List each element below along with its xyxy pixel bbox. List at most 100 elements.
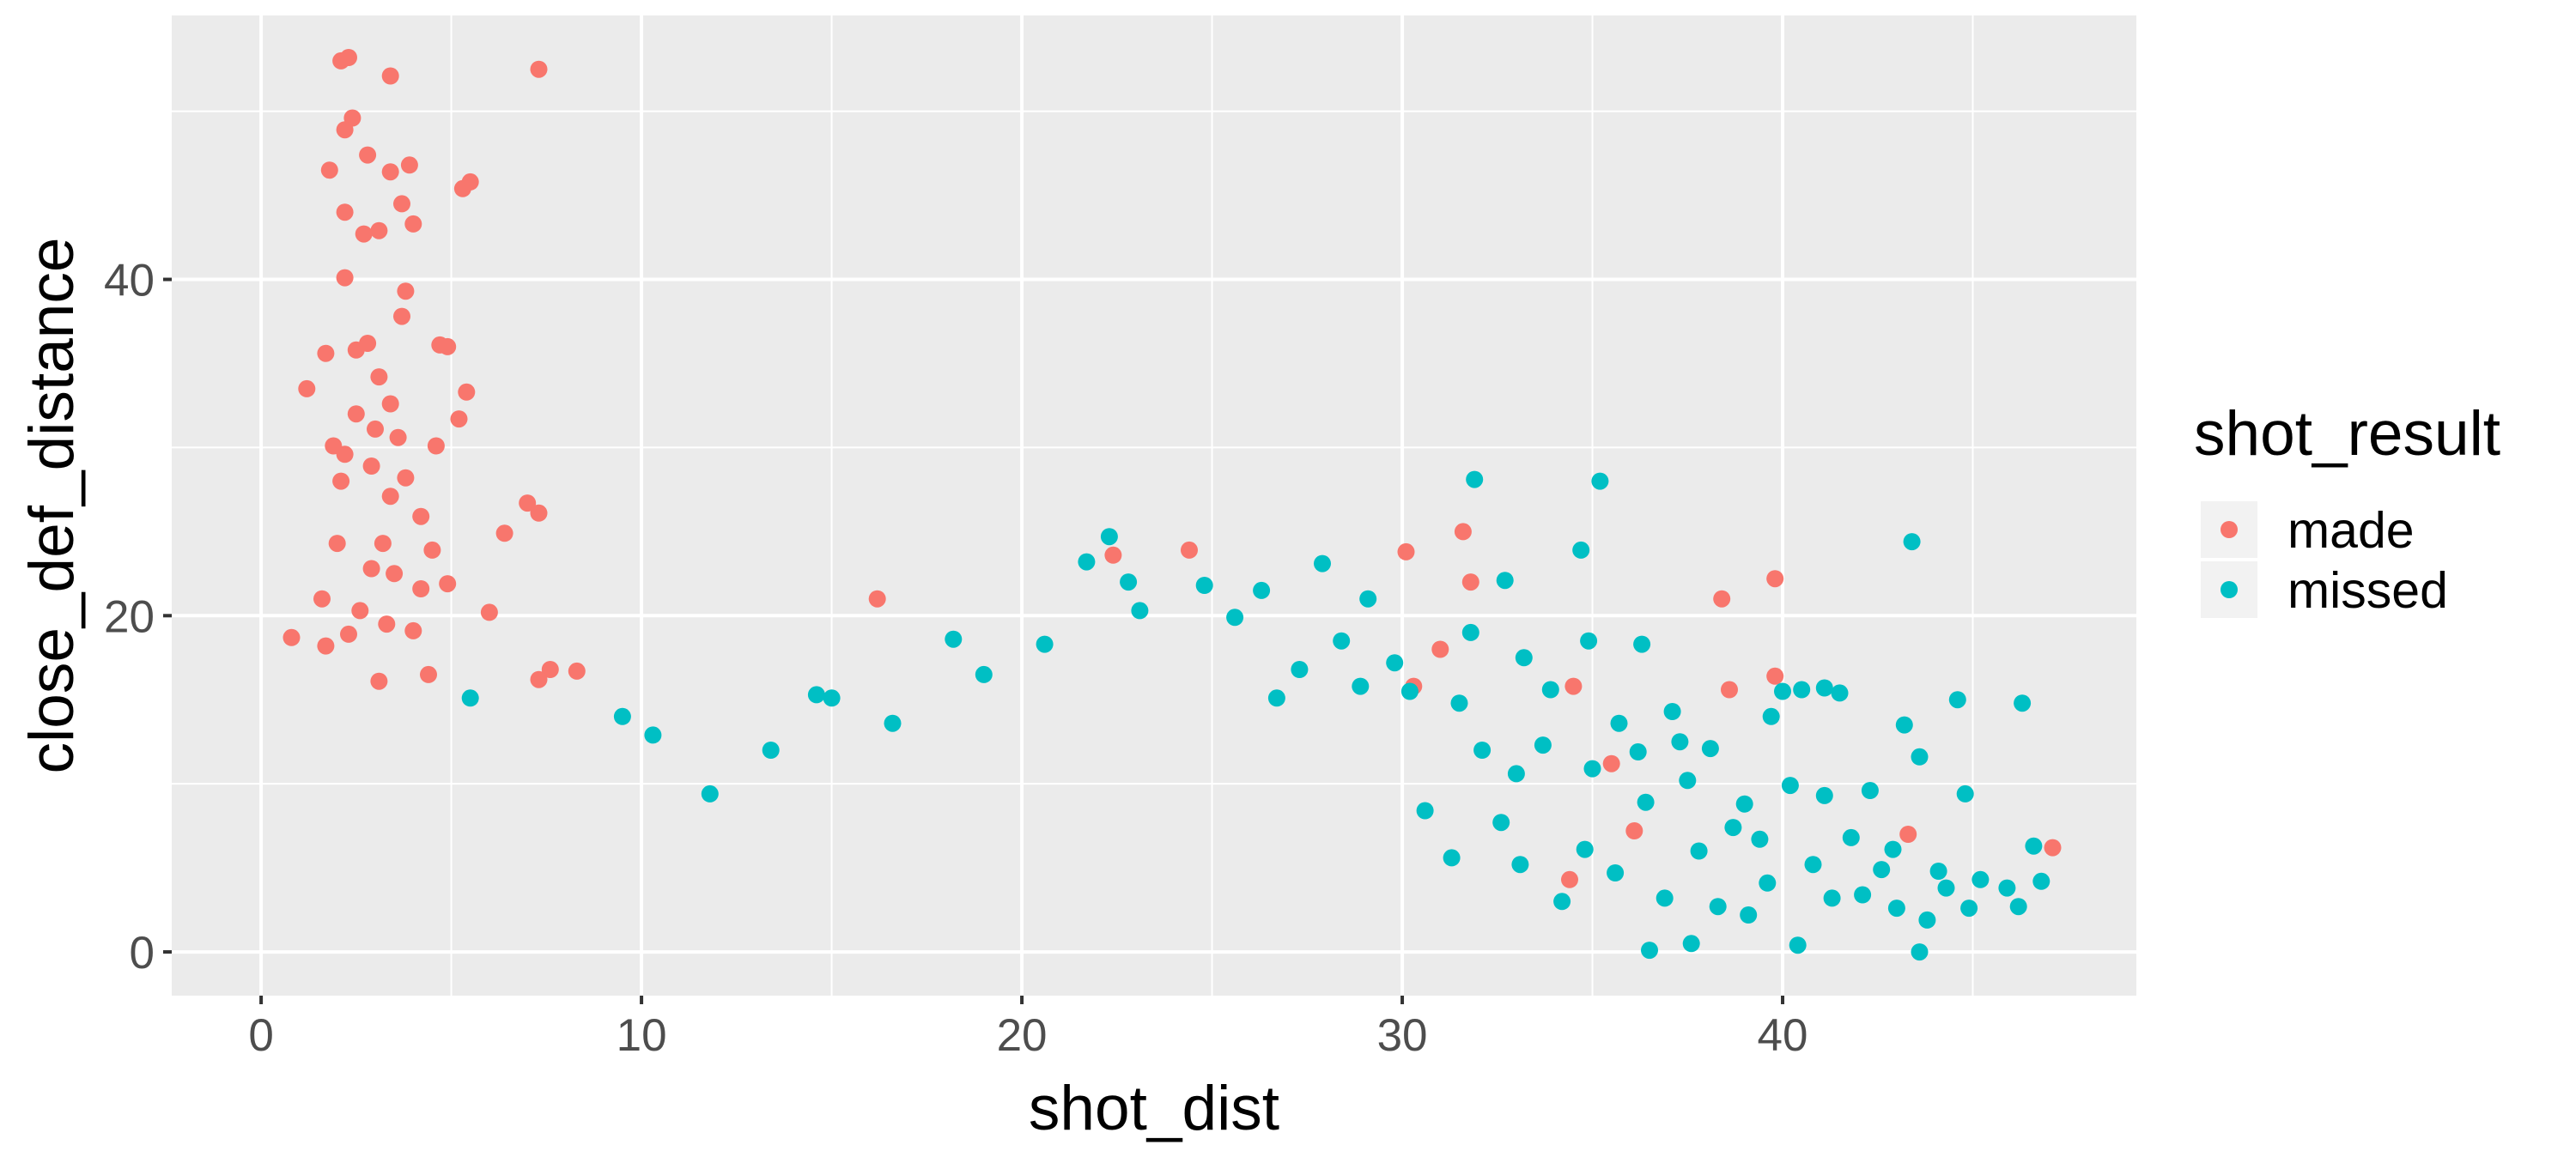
data-point-missed <box>1861 782 1879 799</box>
plot-panel <box>172 15 2136 996</box>
data-point-made <box>340 625 357 643</box>
data-point-missed <box>1762 707 1780 725</box>
data-point-missed <box>1633 635 1651 653</box>
data-point-made <box>412 580 430 597</box>
data-point-made <box>351 602 369 620</box>
data-point-missed <box>1998 879 2016 897</box>
data-point-missed <box>1610 714 1628 732</box>
data-point-missed <box>1226 609 1244 627</box>
data-point-missed <box>1352 677 1370 695</box>
data-point-missed <box>613 707 631 725</box>
data-point-missed <box>1416 802 1434 820</box>
data-point-missed <box>2014 694 2032 712</box>
data-point-made <box>2044 839 2062 857</box>
data-point-missed <box>1120 573 1138 591</box>
x-axis-title: shot_dist <box>1029 1074 1279 1143</box>
data-point-made <box>397 282 415 300</box>
data-point-missed <box>1831 684 1849 702</box>
data-point-made <box>400 156 418 174</box>
data-point-missed <box>1515 649 1533 667</box>
data-point-missed <box>1815 679 1833 697</box>
data-point-missed <box>1511 856 1529 874</box>
data-point-made <box>317 637 335 655</box>
data-point-missed <box>1842 828 1860 846</box>
data-point-missed <box>1971 870 1990 888</box>
data-point-made <box>320 161 338 179</box>
data-point-made <box>453 179 471 197</box>
data-point-missed <box>1656 889 1674 907</box>
y-tick-label: 0 <box>130 928 155 978</box>
data-point-missed <box>1929 863 1947 880</box>
x-axis-ticks: 0 10 20 30 40 <box>248 996 1808 1061</box>
data-point-made <box>404 621 422 639</box>
data-point-made <box>1766 667 1784 685</box>
data-point-missed <box>1884 840 1902 858</box>
legend: shot_result made missed <box>2194 399 2500 619</box>
data-point-made <box>404 215 422 233</box>
data-point-made <box>1602 754 1620 772</box>
data-point-made <box>336 445 354 463</box>
y-axis-ticks: 0 20 40 <box>104 256 172 978</box>
data-point-missed <box>1701 740 1719 758</box>
data-point-missed <box>1580 632 1598 650</box>
data-point-missed <box>1709 898 1727 916</box>
data-point-made <box>1561 870 1578 888</box>
data-point-missed <box>1690 842 1708 860</box>
data-point-missed <box>461 689 479 707</box>
data-point-missed <box>1583 760 1601 778</box>
data-point-made <box>1625 822 1643 839</box>
data-point-missed <box>701 784 719 803</box>
data-point-missed <box>1823 889 1841 907</box>
data-point-missed <box>1461 623 1479 641</box>
data-point-made <box>381 488 399 506</box>
data-point-made <box>313 590 331 608</box>
data-point-missed <box>1314 554 1331 572</box>
data-point-missed <box>1682 935 1700 953</box>
data-point-missed <box>1804 856 1822 874</box>
y-tick-label: 40 <box>104 256 155 306</box>
data-point-missed <box>1473 742 1492 759</box>
data-point-made <box>336 121 354 139</box>
data-points <box>283 49 2062 961</box>
data-point-made <box>519 494 537 512</box>
data-point-made <box>359 146 377 164</box>
data-point-made <box>389 428 407 446</box>
data-point-made <box>1104 546 1122 564</box>
grid-lines <box>172 15 2136 996</box>
data-point-missed <box>1740 906 1758 924</box>
data-point-missed <box>762 742 780 759</box>
data-point-missed <box>1948 691 1966 709</box>
data-point-made <box>336 203 354 221</box>
data-point-missed <box>2032 872 2050 890</box>
data-point-made <box>332 472 350 490</box>
data-point-missed <box>1679 772 1697 790</box>
data-point-made <box>1397 542 1415 560</box>
data-point-made <box>1564 677 1583 695</box>
data-point-missed <box>1443 849 1461 867</box>
data-point-made <box>393 195 410 213</box>
data-point-missed <box>1195 577 1213 594</box>
data-point-missed <box>1781 777 1799 795</box>
data-point-missed <box>1267 689 1285 707</box>
legend-marker-missed <box>2221 581 2238 598</box>
data-point-missed <box>1450 694 1468 712</box>
data-point-missed <box>1774 682 1791 700</box>
data-point-made <box>439 575 457 593</box>
data-point-made <box>362 457 380 475</box>
data-point-made <box>480 603 498 621</box>
data-point-missed <box>1496 572 1514 590</box>
data-point-missed <box>1903 533 1921 551</box>
data-point-made <box>359 335 377 352</box>
data-point-missed <box>1751 830 1769 848</box>
data-point-made <box>1454 523 1472 541</box>
data-point-missed <box>1400 682 1419 700</box>
data-point-made <box>393 307 410 325</box>
data-point-made <box>386 565 404 583</box>
series-missed <box>461 470 2050 961</box>
data-point-missed <box>2009 898 2027 916</box>
data-point-missed <box>1956 784 1974 803</box>
data-point-made <box>370 672 388 690</box>
data-point-made <box>1181 541 1198 559</box>
